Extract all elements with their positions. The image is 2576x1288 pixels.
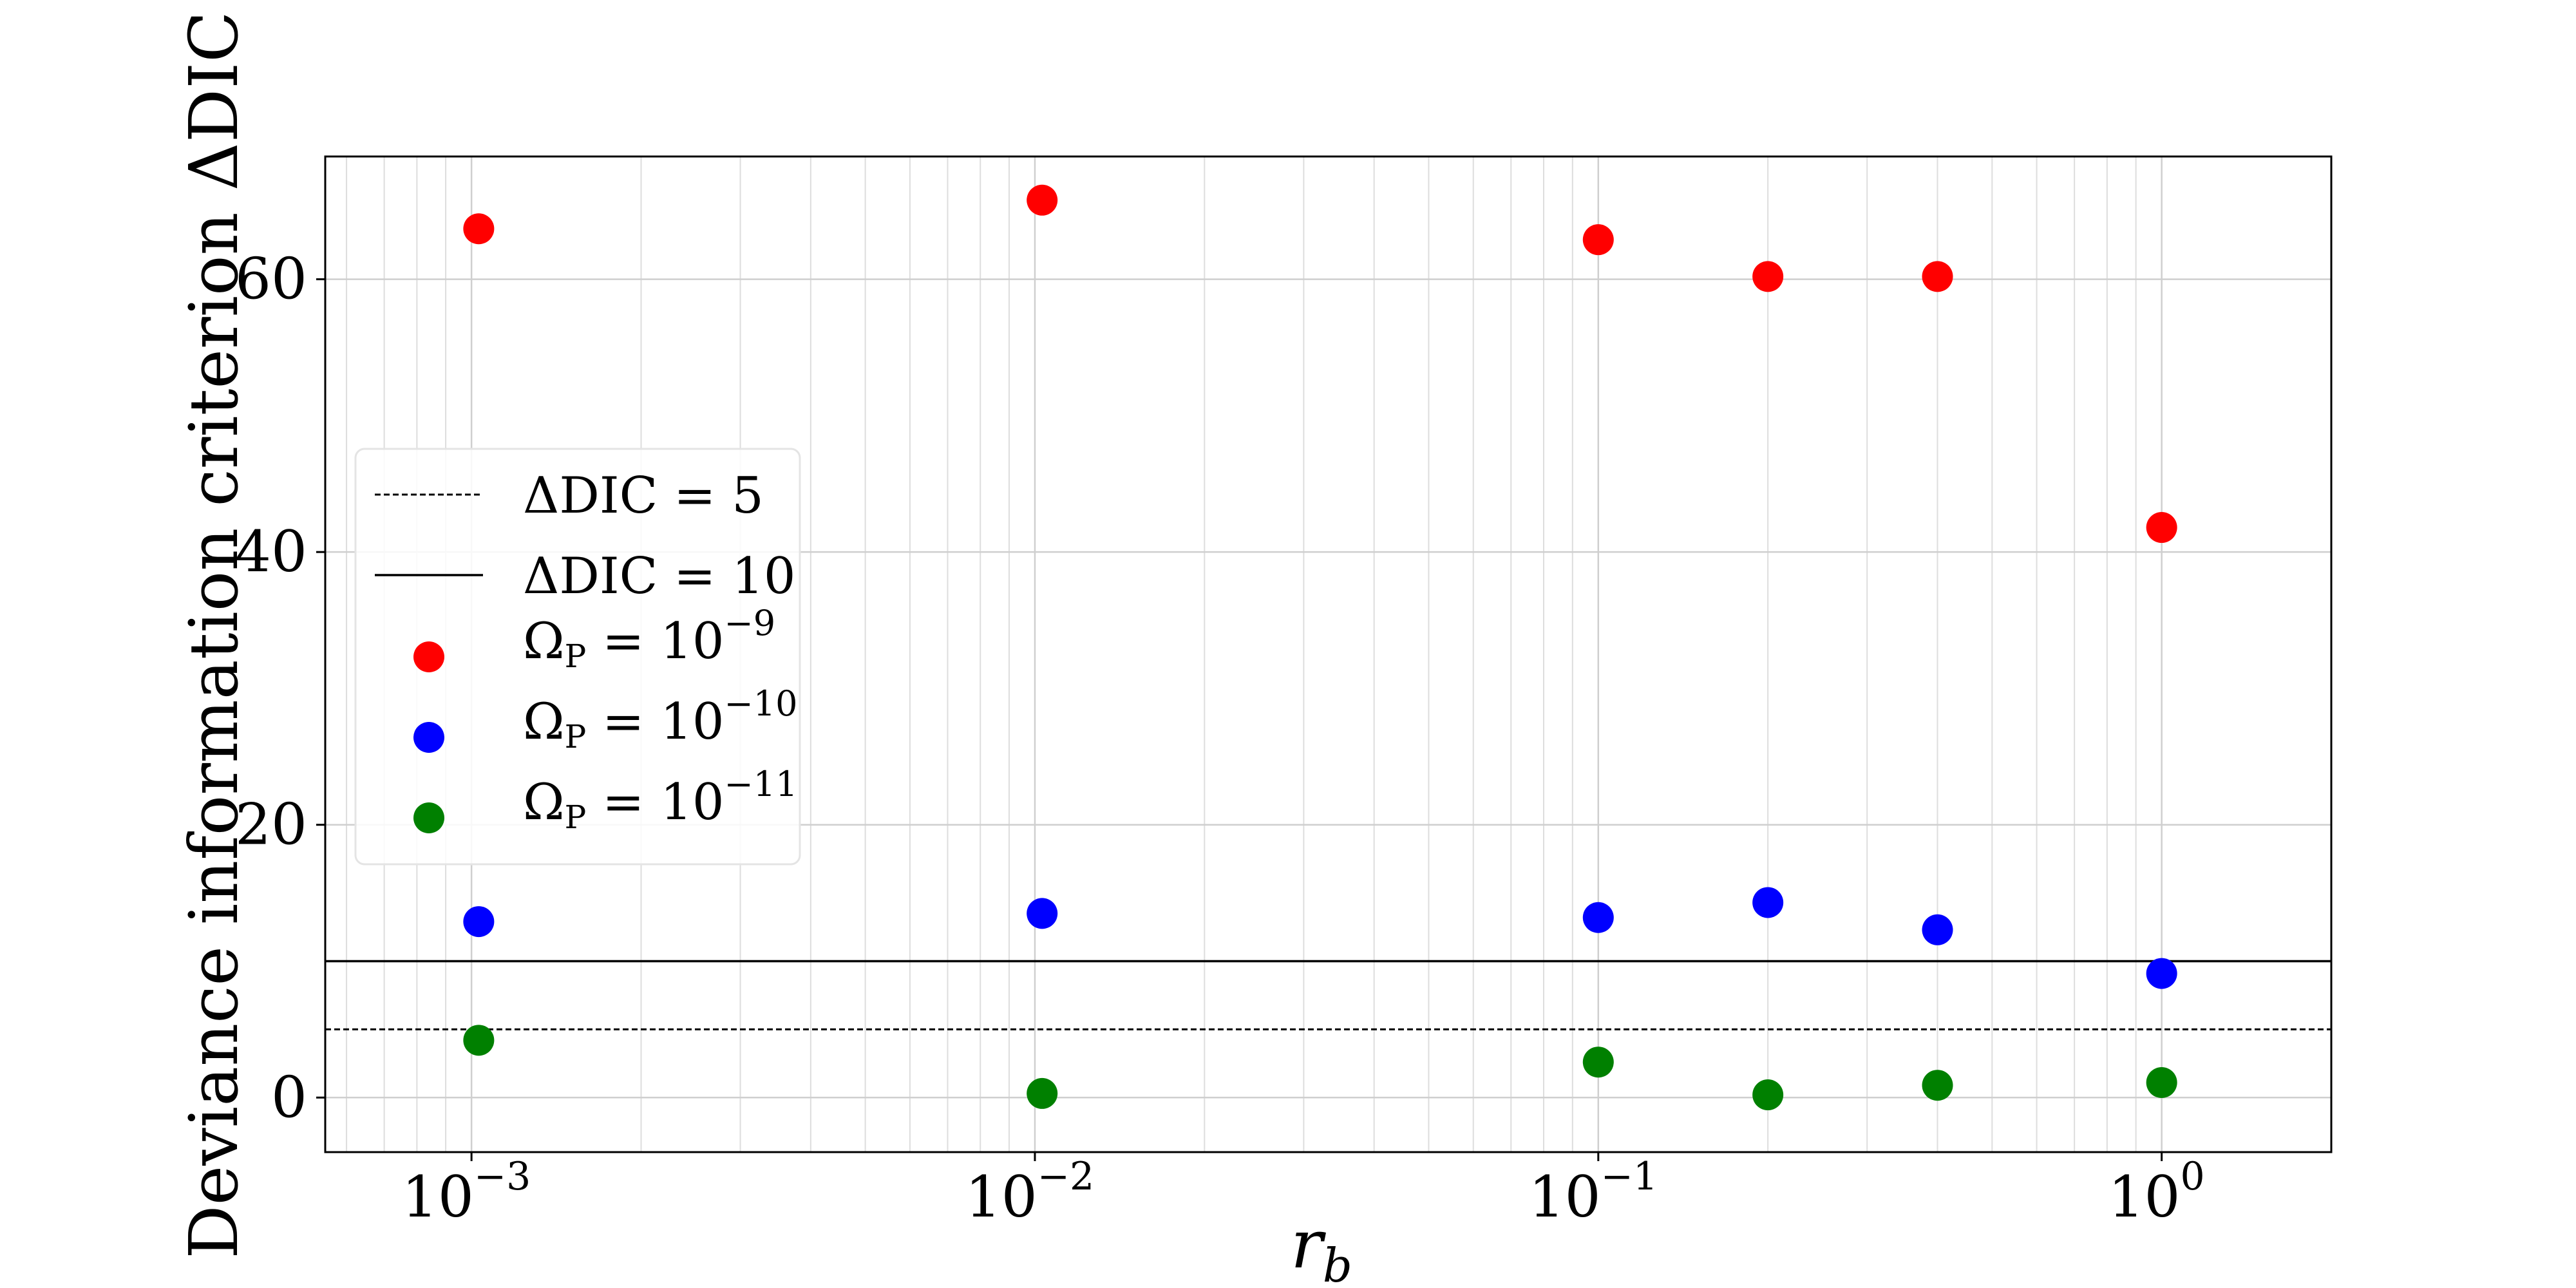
legend-marker-series-2 (413, 722, 444, 753)
legend-box (354, 448, 801, 866)
y-tick-label: 60 (235, 246, 307, 312)
x-tick-label: 100 (2108, 1154, 2205, 1230)
data-point-series-3 (463, 1025, 495, 1056)
data-point-series-3 (1582, 1046, 1614, 1078)
data-point-series-1 (1752, 261, 1784, 292)
x-axis-ticks: 10−3 10−2 10−1 100 (402, 1152, 2205, 1230)
x-tick-label: 10−3 (402, 1154, 531, 1230)
data-point-series-1 (1922, 261, 1953, 292)
data-point-series-2 (1752, 887, 1784, 918)
data-point-series-3 (2146, 1066, 2177, 1098)
y-tick-label: 20 (235, 791, 307, 858)
data-point-series-2 (1027, 898, 1058, 929)
legend-label: ΔDIC = 10 (523, 547, 796, 605)
y-axis-title: Deviance information criterion ΔDIC (175, 11, 253, 1259)
y-tick-label: 0 (271, 1064, 307, 1130)
legend-marker-series-3 (413, 802, 444, 833)
data-point-series-2 (463, 906, 495, 938)
data-point-series-1 (1027, 184, 1058, 216)
data-point-series-3 (1922, 1070, 1953, 1101)
data-point-series-1 (463, 213, 495, 245)
legend-label: ΩP = 10−10 (523, 683, 798, 755)
x-axis-title: rb (1291, 1205, 1352, 1288)
data-point-series-3 (1752, 1079, 1784, 1111)
data-point-series-1 (1582, 224, 1614, 256)
data-point-series-2 (1582, 902, 1614, 933)
legend-marker-series-1 (413, 641, 444, 672)
data-points (463, 184, 2177, 1111)
data-point-series-3 (1027, 1077, 1058, 1109)
x-tick-label: 10−2 (965, 1154, 1094, 1230)
legend-label: ΩP = 10−11 (523, 764, 798, 836)
x-tick-label: 10−1 (1529, 1154, 1658, 1230)
data-point-series-2 (2146, 958, 2177, 989)
grid-lines (325, 156, 2332, 1152)
y-axis-ticks: 0 20 40 60 (235, 246, 325, 1130)
data-point-series-1 (2146, 512, 2177, 544)
data-point-series-2 (1922, 914, 1953, 945)
plot-frame (324, 155, 2333, 1153)
legend-label: ΔDIC = 5 (523, 467, 764, 525)
legend-label: ΩP = 10−9 (523, 603, 775, 675)
reference-lines (325, 960, 2331, 1030)
y-tick-label: 40 (235, 518, 307, 585)
